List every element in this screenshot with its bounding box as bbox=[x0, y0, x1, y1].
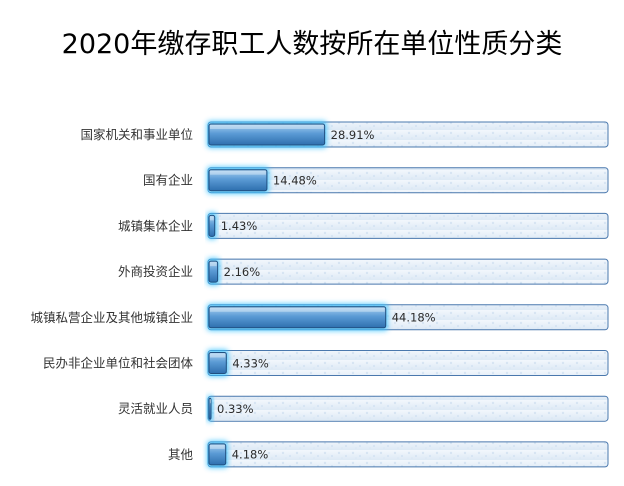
value-label: 0.33% bbox=[217, 402, 254, 416]
bar-highlight bbox=[210, 170, 266, 175]
bar-highlight bbox=[210, 216, 214, 221]
value-label: 4.33% bbox=[232, 356, 269, 370]
bar bbox=[208, 123, 326, 146]
category-label: 民办非企业单位和社会团体 bbox=[43, 356, 194, 371]
value-label: 1.43% bbox=[221, 219, 258, 233]
category-label: 国有企业 bbox=[143, 173, 193, 188]
bar-row: 灵活就业人员 0.33% bbox=[118, 395, 609, 423]
bar-row: 国家机关和事业单位 28.91% bbox=[80, 121, 609, 148]
bar-highlight bbox=[210, 399, 211, 404]
chart-title: 2020年缴存职工人数按所在单位性质分类 bbox=[61, 29, 563, 60]
value-label: 4.18% bbox=[232, 448, 269, 462]
bar-track bbox=[207, 258, 609, 285]
value-label: 14.48% bbox=[273, 174, 317, 188]
bar-highlight bbox=[210, 307, 385, 312]
bar bbox=[208, 443, 227, 466]
bar-track bbox=[207, 395, 609, 422]
value-label: 28.91% bbox=[331, 128, 375, 142]
bar bbox=[208, 306, 387, 329]
value-label: 2.16% bbox=[224, 265, 261, 279]
category-label: 城镇私营企业及其他城镇企业 bbox=[30, 310, 193, 325]
bar-highlight bbox=[210, 125, 324, 129]
category-label: 城镇集体企业 bbox=[118, 218, 193, 233]
bar bbox=[208, 214, 216, 237]
category-label: 灵活就业人员 bbox=[118, 401, 193, 416]
bar-highlight bbox=[210, 262, 217, 267]
bar-track bbox=[207, 212, 609, 239]
bar-row: 国有企业 14.48% bbox=[143, 166, 609, 194]
bar-row: 民办非企业单位和社会团体 4.33% bbox=[43, 349, 609, 377]
category-label: 外商投资企业 bbox=[118, 264, 193, 279]
bar bbox=[208, 169, 268, 192]
bar bbox=[208, 352, 227, 374]
bar-row: 城镇私营企业及其他城镇企业 44.18% bbox=[30, 303, 609, 331]
bar-highlight bbox=[210, 353, 226, 358]
bar bbox=[208, 260, 219, 283]
category-label: 其他 bbox=[168, 447, 194, 462]
category-label: 国家机关和事业单位 bbox=[80, 127, 193, 142]
bar-row: 外商投资企业 2.16% bbox=[118, 258, 609, 286]
bar-highlight bbox=[210, 444, 225, 449]
bar bbox=[208, 397, 212, 420]
bar-row: 城镇集体企业 1.43% bbox=[118, 212, 609, 240]
value-label: 44.18% bbox=[392, 311, 436, 325]
bar-row: 其他 4.18% bbox=[168, 440, 609, 468]
